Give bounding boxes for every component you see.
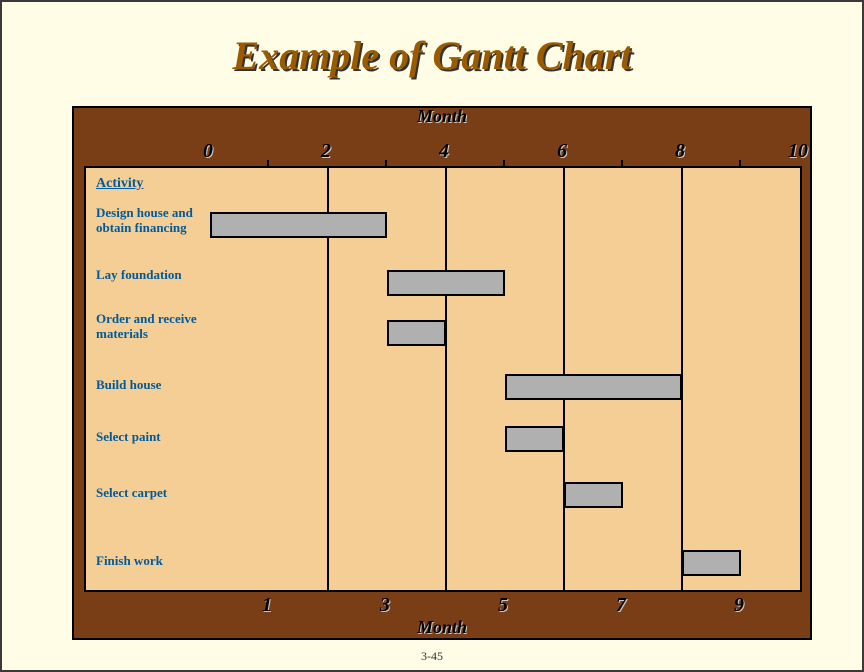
task-label: Select carpet: [96, 486, 206, 501]
gantt-bar: [564, 482, 623, 508]
task-label: Lay foundation: [96, 268, 206, 283]
task-label: Build house: [96, 378, 206, 393]
top-tick-8: 8: [675, 140, 685, 163]
activity-label-column: Activity Design house and obtain financi…: [86, 168, 210, 590]
top-tick-6: 6: [557, 140, 567, 163]
x-axis-label-top: Month: [74, 106, 810, 127]
top-tick-4: 4: [439, 140, 449, 163]
top-tick-row: 0 2 4 6 8 10: [84, 140, 802, 166]
bottom-tick-5: 5: [498, 594, 508, 617]
gantt-bar: [682, 550, 741, 576]
gantt-bar: [210, 212, 387, 238]
task-label: Design house and obtain financing: [96, 206, 206, 236]
top-tick-10: 10: [788, 140, 808, 163]
gantt-bar: [505, 374, 682, 400]
gantt-bar: [387, 270, 505, 296]
gridline: [445, 168, 447, 590]
gantt-bar: [505, 426, 564, 452]
top-tick-2: 2: [321, 140, 331, 163]
task-label: Finish work: [96, 554, 206, 569]
gantt-frame: Month 0 2 4 6 8 10 Activity Design house…: [72, 106, 812, 640]
top-tick-0: 0: [203, 140, 213, 163]
slide: Example of Gantt Chart Month 0 2 4 6 8 1…: [0, 0, 864, 672]
slide-title: Example of Gantt Chart: [2, 32, 862, 79]
bottom-tick-7: 7: [616, 594, 626, 617]
bottom-tick-3: 3: [380, 594, 390, 617]
bottom-tick-9: 9: [734, 594, 744, 617]
bottom-tick-1: 1: [262, 594, 272, 617]
activity-header: Activity: [96, 176, 143, 192]
page-number: 3-45: [2, 649, 862, 664]
gantt-chart-body: Activity Design house and obtain financi…: [84, 166, 802, 592]
x-axis-label-bottom: Month: [74, 617, 810, 638]
task-label: Order and receive materials: [96, 312, 206, 342]
gantt-bar: [387, 320, 446, 346]
task-label: Select paint: [96, 430, 206, 445]
